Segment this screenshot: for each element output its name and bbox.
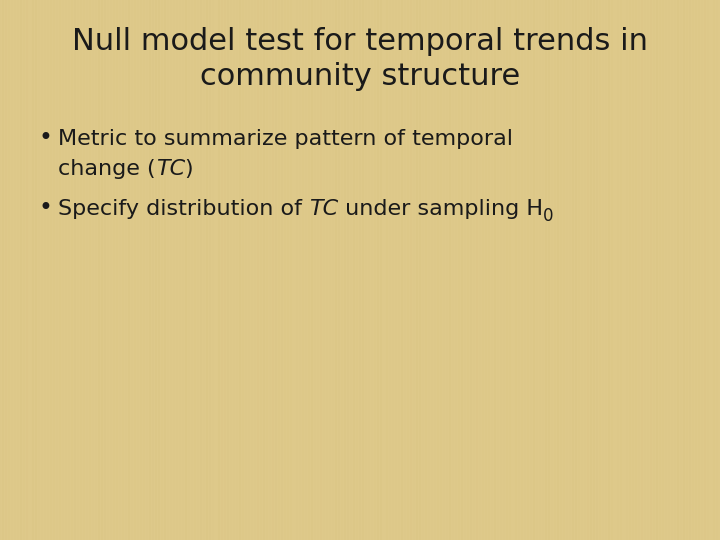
Text: Null model test for temporal trends in: Null model test for temporal trends in	[72, 27, 648, 56]
Text: Specify distribution of: Specify distribution of	[58, 199, 309, 219]
Text: change (: change (	[58, 159, 156, 179]
Text: •: •	[38, 196, 52, 220]
Text: under sampling H: under sampling H	[338, 199, 544, 219]
Text: TC: TC	[309, 199, 338, 219]
Text: Metric to summarize pattern of temporal: Metric to summarize pattern of temporal	[58, 129, 513, 149]
Text: •: •	[38, 126, 52, 150]
Text: community structure: community structure	[200, 62, 520, 91]
Text: TC: TC	[156, 159, 185, 179]
Text: ): )	[185, 159, 194, 179]
Text: 0: 0	[544, 207, 554, 225]
